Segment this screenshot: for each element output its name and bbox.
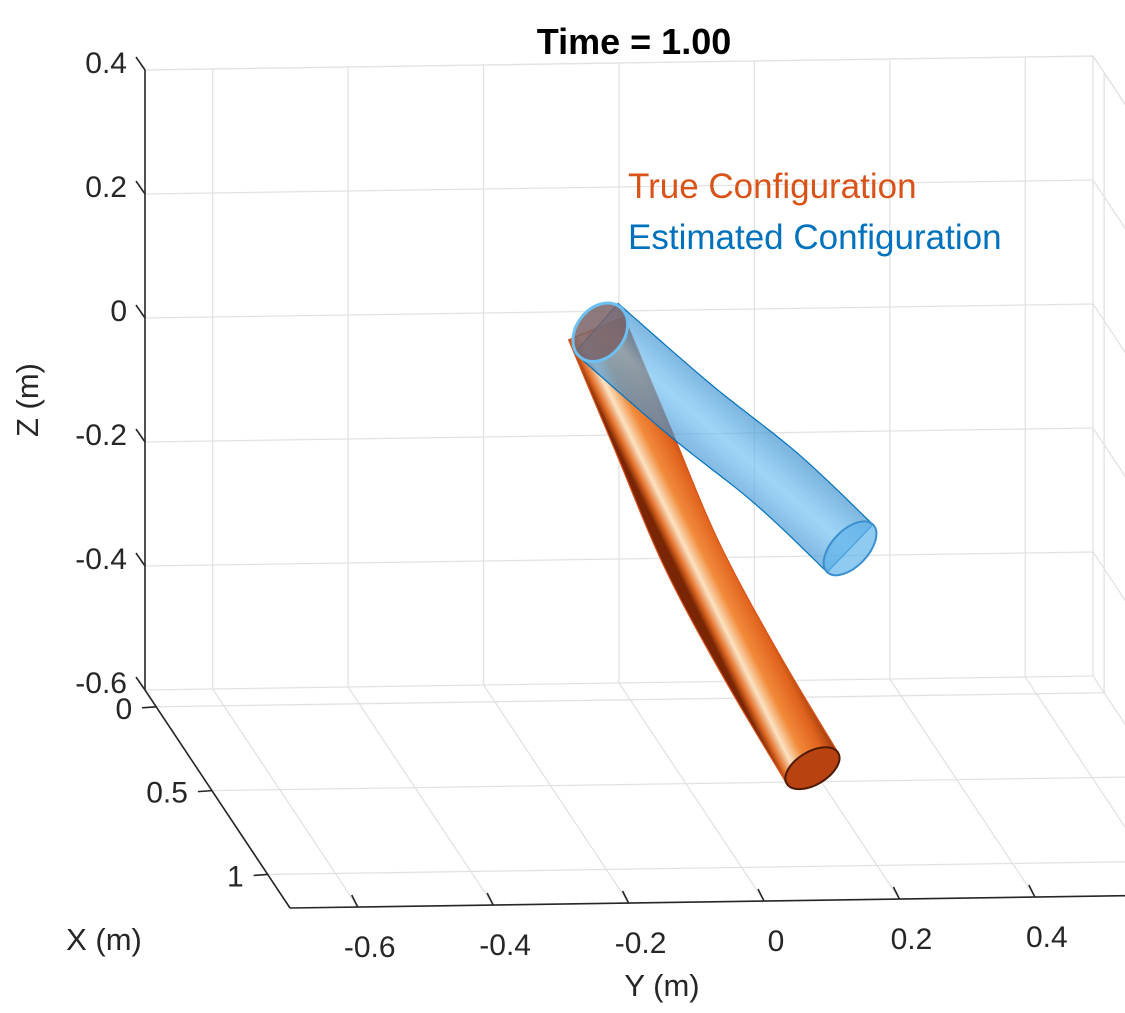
- y-tick-label: 0: [768, 925, 785, 958]
- tick-labels: 0.40.20-0.2-0.4-0.600.51-0.6 -0.4 -0.2 0 0.2…: [75, 47, 1068, 964]
- grid-line: [483, 684, 630, 904]
- grid-line: [144, 179, 1094, 195]
- legend: True Configuration Estimated Configurati…: [628, 167, 1002, 257]
- z-tick-mark: [135, 304, 146, 319]
- y-tick-label: -0.6: [344, 931, 396, 964]
- grid-line: [267, 861, 1125, 876]
- grid-line: [156, 692, 1105, 708]
- y-tick-label: -0.2: [615, 927, 667, 960]
- z-tick-label: -0.2: [75, 419, 127, 452]
- legend-item-estimated-configuration: Estimated Configuration: [628, 218, 1002, 257]
- y-axis-label: Y (m): [624, 968, 699, 1003]
- tube-start-cap: [571, 301, 630, 363]
- x-tick-label: 0.5: [146, 777, 188, 810]
- z-axis-label: Z (m): [10, 363, 45, 437]
- x-tick-mark: [197, 789, 212, 793]
- grid-line: [1092, 55, 1125, 106]
- series-estimated-configuration-end-cap: [822, 520, 878, 577]
- y-tick-mark: [621, 890, 630, 904]
- y-axis-line: [289, 894, 1125, 909]
- x-tick-mark: [253, 873, 268, 877]
- z-tick-mark: [135, 428, 146, 443]
- y-tick-label: -0.4: [479, 929, 531, 962]
- y-tick-mark: [1028, 884, 1036, 898]
- grid-line: [1092, 179, 1125, 230]
- z-tick-mark: [135, 180, 146, 195]
- grid-lines: [144, 55, 1125, 908]
- z-tick-label: -0.4: [75, 543, 127, 576]
- y-tick-mark: [892, 886, 901, 900]
- z-tick-label: 0.2: [85, 171, 127, 204]
- z-tick-mark: [135, 676, 146, 691]
- grid-line: [1092, 675, 1125, 726]
- z-tick-label: 0: [110, 295, 127, 328]
- grid-line: [1092, 427, 1125, 478]
- y-tick-mark: [486, 892, 494, 906]
- grid-line: [889, 678, 1036, 898]
- x-tick-mark: [142, 705, 157, 709]
- y-tick-label: 0.4: [1026, 921, 1068, 954]
- y-tick-label: 0.2: [891, 923, 933, 956]
- grid-line: [1024, 676, 1125, 829]
- x-tick-label: 0: [115, 693, 132, 726]
- y-tick-mark: [757, 888, 765, 902]
- series-true-configuration-end-cap: [784, 746, 841, 791]
- z-tick-mark: [135, 56, 146, 71]
- z-tick-label: -0.6: [75, 667, 127, 700]
- x-axis-label: X (m): [66, 922, 142, 957]
- grid-line: [1092, 303, 1125, 354]
- chart-title: Time = 1.00: [537, 21, 731, 62]
- z-tick-mark: [135, 552, 146, 567]
- y-tick-mark: [350, 894, 359, 908]
- grid-line: [144, 551, 1094, 567]
- grid-line: [211, 776, 1125, 792]
- grid-line: [618, 682, 765, 902]
- grid-line: [144, 55, 1094, 71]
- tubes: [567, 301, 878, 791]
- legend-item-true-configuration: True Configuration: [628, 167, 917, 206]
- grid-line: [212, 688, 359, 908]
- grid-line: [1092, 55, 1125, 106]
- axis-lines: [135, 56, 1125, 909]
- grid-line: [1092, 551, 1125, 602]
- grid-line: [347, 686, 494, 906]
- x-tick-label: 1: [227, 860, 244, 893]
- z-tick-label: 0.4: [85, 47, 127, 80]
- x-axis-line: [144, 689, 291, 909]
